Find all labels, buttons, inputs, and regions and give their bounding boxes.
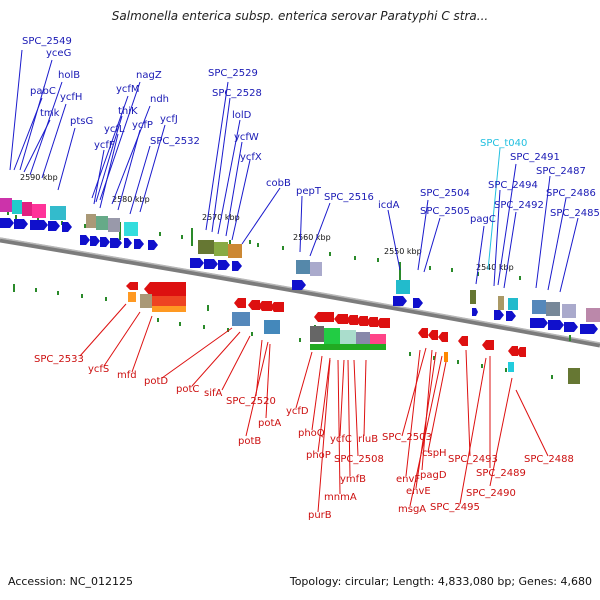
gene-label: SPC_2503 xyxy=(382,432,432,443)
gene-label: SPC_2533 xyxy=(34,354,84,365)
gene-label: SPC_2488 xyxy=(524,454,574,465)
gene-label: potA xyxy=(258,418,281,429)
gene-label: mnmA xyxy=(324,492,357,503)
gene-label: pepT xyxy=(296,186,322,197)
gene-label: envE xyxy=(406,486,431,497)
gene-label: ycfF xyxy=(94,140,115,151)
gene-label: SPC_2489 xyxy=(476,468,526,479)
forward-strand-arrows xyxy=(0,218,598,334)
gene-label: mfd xyxy=(117,370,137,381)
gene-label: SPC_2508 xyxy=(334,454,384,465)
reverse-strand-arrows xyxy=(126,282,526,357)
gene-label: ndh xyxy=(150,94,169,105)
gene-label: SPC_2528 xyxy=(212,88,262,99)
gene-label: ycfW xyxy=(234,132,259,143)
gene-label: envF xyxy=(396,474,420,485)
gene-label: SPC_2494 xyxy=(488,180,538,191)
gene-label: ycfX xyxy=(240,152,262,163)
gene-label: yceG xyxy=(46,48,71,59)
gene-label: potC xyxy=(176,384,199,395)
accession-text: Accession: NC_012125 xyxy=(8,575,134,588)
map-title: Salmonella enterica subsp. enterica sero… xyxy=(111,9,489,23)
reverse-feature-boxes xyxy=(128,292,580,384)
forward-gene-labels: SPC_2549 yceG holB pabC ycfH tmk ptsG na… xyxy=(22,36,600,225)
ruler-label: 2590 kbp xyxy=(20,173,58,182)
reverse-gene-labels: SPC_2533 ycfS mfd potD potC sifA SPC_252… xyxy=(34,354,574,521)
gene-label: ycfP xyxy=(132,120,153,131)
gene-label: SPC_t040 xyxy=(480,138,527,149)
gene-label: rluB xyxy=(358,434,378,445)
gene-label: msgA xyxy=(398,504,426,515)
genome-diagram: 2590 kbp 2580 kbp 2570 kbp 2560 kbp 2550… xyxy=(0,36,600,521)
ruler-label: 2550 kbp xyxy=(384,247,422,256)
gene-label: SPC_2487 xyxy=(536,166,586,177)
gene-label: potB xyxy=(238,436,261,447)
ruler-label: 2580 kbp xyxy=(112,195,150,204)
gene-label: SPC_2516 xyxy=(324,192,374,203)
gene-label: SPC_2495 xyxy=(430,502,480,513)
gene-label: holB xyxy=(58,70,80,81)
gene-label: SPC_2520 xyxy=(226,396,276,407)
genome-summary-text: Topology: circular; Length: 4,833,080 bp… xyxy=(289,575,592,588)
gene-label: ycfH xyxy=(60,92,82,103)
gene-label: ycfD xyxy=(286,406,309,417)
ruler-label: 2560 kbp xyxy=(293,233,331,242)
gene-label: tmk xyxy=(40,108,60,119)
reverse-leader-lines xyxy=(79,303,549,513)
forward-feature-boxes xyxy=(0,198,600,322)
gene-label: SPC_2505 xyxy=(420,206,470,217)
gene-label: pagD xyxy=(420,470,447,481)
gene-label: ymfB xyxy=(340,474,366,485)
gene-label: pagC xyxy=(470,214,496,225)
gene-label: SPC_2491 xyxy=(510,152,560,163)
gene-label: ycfS xyxy=(88,364,109,375)
gene-label: SPC_2485 xyxy=(550,208,600,219)
gene-label: SPC_2490 xyxy=(466,488,516,499)
gene-label: SPC_2504 xyxy=(420,188,470,199)
gene-label: ycfJ xyxy=(160,114,178,125)
gene-label: SPC_2492 xyxy=(494,200,544,211)
gene-label: pabC xyxy=(30,86,56,97)
gene-label: cobB xyxy=(266,178,291,189)
gene-label: thiK xyxy=(118,106,138,117)
gene-label: ycfM xyxy=(116,84,140,95)
gene-label: phoQ xyxy=(298,428,325,439)
backbone xyxy=(0,237,600,348)
gene-label: icdA xyxy=(378,200,400,211)
gene-label: ycfC xyxy=(330,434,352,445)
forward-leader-lines xyxy=(9,49,579,293)
gene-label: sifA xyxy=(204,388,223,399)
gene-label: SPC_2532 xyxy=(150,136,200,147)
gene-label: SPC_2529 xyxy=(208,68,258,79)
gene-label: SPC_2549 xyxy=(22,36,72,47)
gene-label: potD xyxy=(144,376,168,387)
gene-label: nagZ xyxy=(136,70,162,81)
gene-label: ptsG xyxy=(70,116,93,127)
gene-label: lolD xyxy=(232,110,252,121)
gene-label: SPC_2486 xyxy=(546,188,596,199)
gene-label: ycfL xyxy=(104,124,125,135)
gene-label: SPC_2493 xyxy=(448,454,498,465)
gene-label: cspH xyxy=(422,448,447,459)
gene-label: phoP xyxy=(306,450,331,461)
gene-label: purB xyxy=(308,510,332,521)
